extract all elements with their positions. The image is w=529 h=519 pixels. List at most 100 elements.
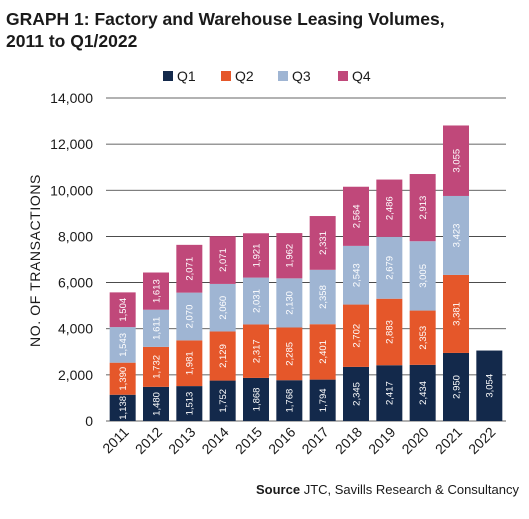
data-label: 1,513 [185, 392, 196, 416]
bar-q2-2013 [176, 340, 203, 387]
data-label: 1,981 [185, 351, 196, 375]
data-label: 2,486 [385, 196, 396, 220]
data-label: 2,129 [218, 344, 229, 368]
bar-q2-2015 [243, 324, 269, 378]
data-label: 1,794 [318, 388, 329, 412]
bar-q1-2015 [243, 377, 269, 421]
bar-q4-2018 [343, 186, 369, 246]
bar-q1-2012 [143, 386, 169, 421]
data-label: 2,564 [351, 204, 362, 228]
data-label: 2,401 [318, 340, 329, 364]
bar-q2-2012 [143, 346, 169, 387]
bar-q1-2021 [443, 352, 469, 421]
bar-q4-2014 [209, 236, 236, 284]
data-label: 3,423 [451, 224, 462, 248]
y-axis-title: NO. OF TRANSACTIONS [27, 174, 43, 347]
bar-q3-2012 [143, 309, 169, 347]
bar-q4-2012 [143, 272, 169, 310]
data-label: 1,504 [118, 298, 129, 322]
x-tick-label: 2013 [165, 424, 198, 457]
x-tick-label: 2011 [99, 424, 132, 457]
bar-q3-2011 [109, 327, 136, 363]
legend-swatch-q2 [221, 71, 231, 81]
bar-q4-2019 [376, 179, 403, 237]
data-label: 1,752 [218, 389, 229, 413]
bar-q2-2020 [409, 310, 436, 365]
legend-label-q4: Q4 [352, 68, 371, 84]
bar-q3-2018 [343, 245, 369, 305]
data-label: 1,611 [151, 317, 162, 340]
bar-q3-2020 [409, 241, 436, 311]
data-label: 2,070 [185, 305, 196, 329]
x-tick-label: 2019 [365, 424, 398, 457]
legend-label-q3: Q3 [292, 68, 311, 84]
bar-q3-2021 [443, 195, 469, 275]
data-label: 2,285 [285, 342, 296, 366]
x-tick-label: 2012 [132, 424, 165, 457]
bar-q4-2011 [109, 292, 136, 328]
data-label: 2,317 [251, 339, 262, 363]
data-label: 2,543 [351, 263, 362, 287]
data-label: 2,913 [418, 196, 429, 220]
bar-q1-2013 [176, 386, 203, 421]
bar-q2-2014 [209, 331, 236, 381]
data-label: 2,434 [418, 381, 429, 405]
data-label: 3,381 [451, 302, 462, 326]
bar-q2-2011 [109, 362, 136, 395]
data-label: 2,060 [218, 296, 229, 320]
data-label: 2,071 [185, 257, 196, 281]
y-tick-label: 6,000 [58, 275, 93, 291]
data-label: 2,883 [385, 320, 396, 344]
bar-q1-2018 [343, 366, 369, 421]
bar-q3-2017 [309, 269, 336, 325]
data-label: 3,054 [485, 374, 496, 398]
data-label: 1,543 [118, 333, 129, 357]
bar-q4-2016 [276, 233, 303, 279]
y-tick-label: 4,000 [58, 321, 93, 337]
data-label: 2,071 [218, 248, 229, 272]
bar-q2-2018 [343, 304, 369, 367]
bar-q3-2019 [376, 236, 403, 299]
data-label: 2,331 [318, 231, 329, 255]
bar-q1-2016 [276, 380, 303, 421]
data-label: 1,390 [118, 367, 129, 391]
bar-q4-2020 [409, 174, 436, 242]
data-label: 2,679 [385, 256, 396, 280]
source-note: Source JTC, Savills Research & Consultan… [256, 482, 519, 497]
bar-q4-2017 [309, 216, 336, 270]
chart-title: GRAPH 1: Factory and Warehouse Leasing V… [6, 8, 521, 52]
bar-q4-2015 [243, 233, 269, 278]
y-tick-label: 12,000 [50, 136, 93, 152]
source-label: Source [256, 482, 301, 497]
data-label: 1,868 [251, 388, 262, 412]
data-label: 3,055 [451, 149, 462, 173]
data-label: 1,613 [151, 279, 162, 303]
y-tick-label: 10,000 [50, 182, 93, 198]
data-label: 1,921 [251, 244, 262, 268]
bar-q1-2014 [209, 380, 236, 421]
data-label: 1,480 [151, 392, 162, 416]
x-tick-label: 2020 [398, 424, 431, 457]
data-label: 1,768 [285, 389, 296, 413]
bar-q3-2016 [276, 278, 303, 328]
bar-q2-2017 [309, 324, 336, 380]
data-label: 1,138 [118, 396, 129, 420]
y-tick-label: 14,000 [50, 90, 93, 106]
y-tick-label: 2,000 [58, 367, 93, 383]
bar-q1-2022 [476, 350, 503, 421]
data-label: 1,962 [285, 244, 296, 268]
data-label: 2,130 [285, 291, 296, 315]
x-tick-label: 2021 [432, 424, 465, 457]
x-tick-label: 2016 [265, 424, 298, 457]
y-tick-label: 0 [85, 413, 93, 429]
legend-swatch-q4 [338, 71, 348, 81]
source-text: JTC, Savills Research & Consultancy [300, 482, 519, 497]
bar-q1-2019 [376, 365, 403, 421]
data-label: 2,702 [351, 324, 362, 348]
legend-label-q2: Q2 [235, 68, 254, 84]
bar-q1-2017 [309, 379, 336, 421]
data-label: 3,005 [418, 264, 429, 288]
data-label: 2,345 [351, 382, 362, 406]
data-label: 2,353 [418, 326, 429, 350]
legend-swatch-q3 [278, 71, 288, 81]
